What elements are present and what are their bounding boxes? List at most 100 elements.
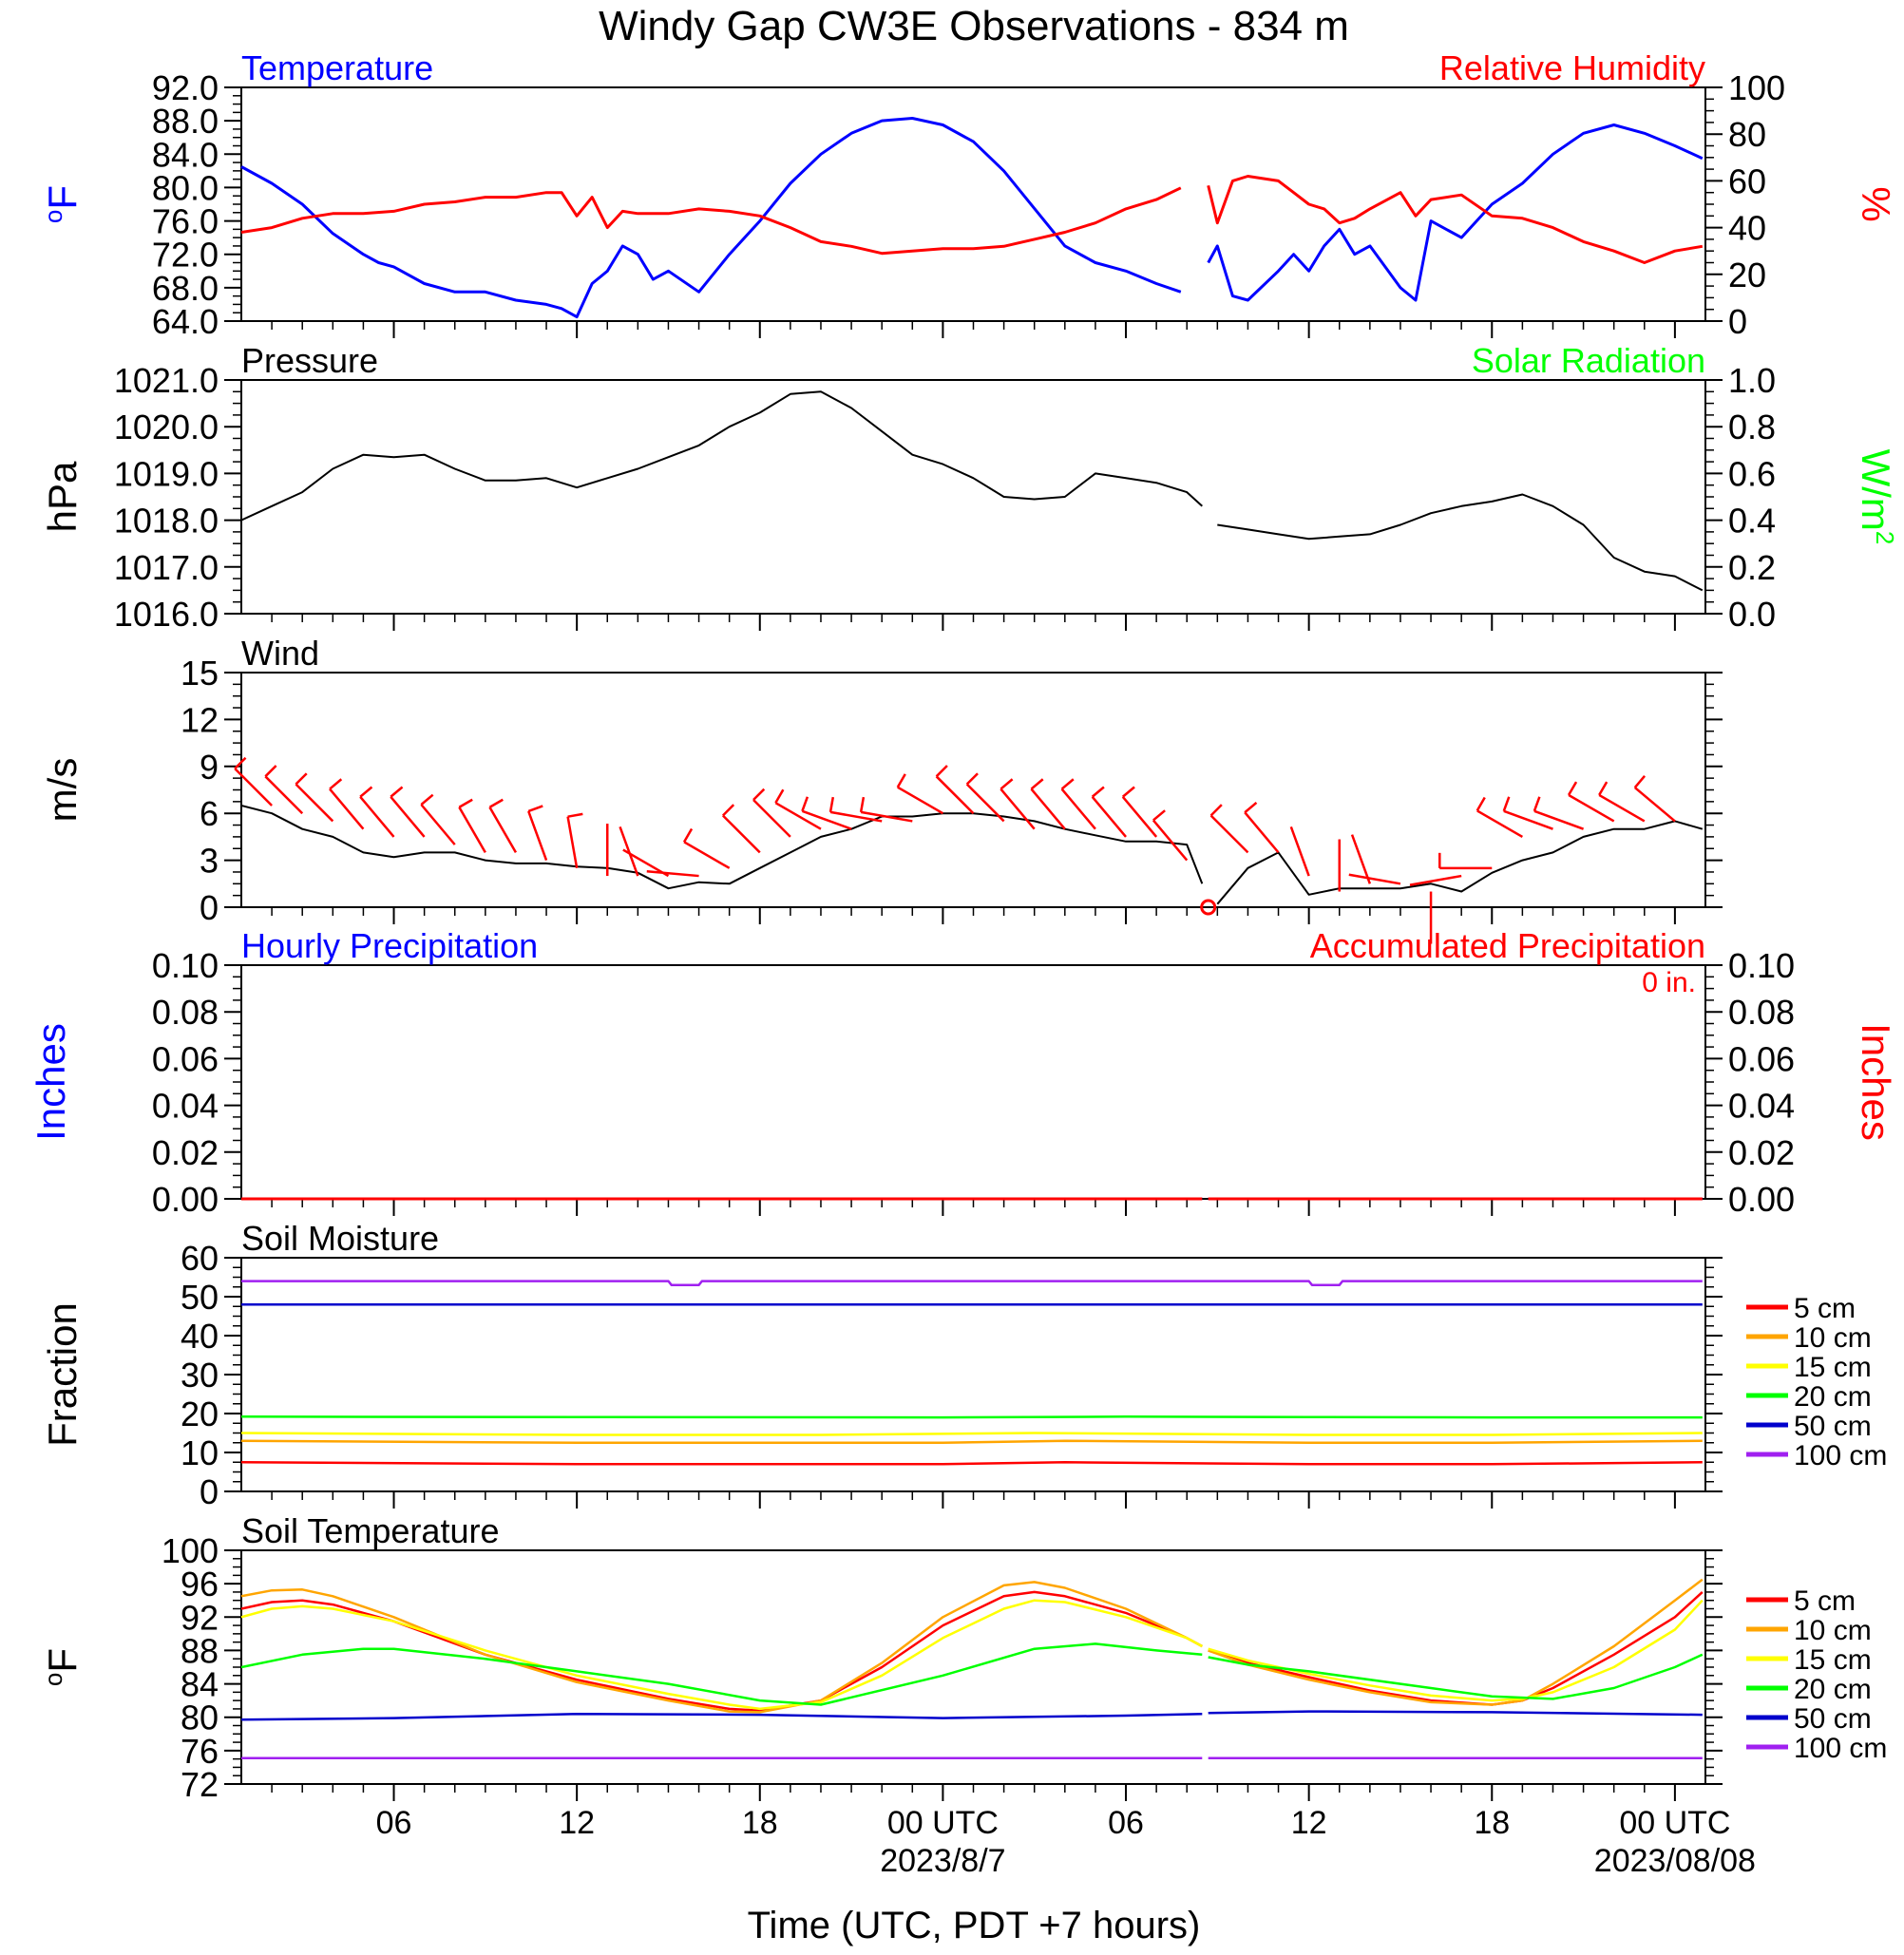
wind-barb [935,765,975,815]
y-right-tick-label: 0.08 [1728,993,1795,1032]
wind-barb-flag [1152,809,1166,822]
wind-barb [1502,796,1553,830]
wind-barb [752,788,791,838]
y-axis-label-right: Inches [1854,1023,1898,1141]
wind-barb-flag [965,772,979,786]
wind-barb [1289,826,1310,877]
y-right-tick-label: 1.0 [1728,361,1776,400]
wind-barb-flag [1030,778,1044,790]
wind-barb-flag [1533,796,1541,812]
wind-barb-staff [646,870,699,878]
y-tick-label: 15 [181,654,219,693]
series-line [240,805,1704,905]
y-tick-label: 0 [200,888,219,927]
wind-barb [859,796,913,823]
wind-barb [458,798,486,853]
wind-barb [1030,778,1066,830]
x-date-label: 2023/08/08 [1594,1843,1756,1879]
y-tick-label: 1021.0 [114,361,219,400]
wind-barb-staff [1091,795,1127,838]
wind-barb-staff [264,775,304,815]
wind-barb [1409,874,1462,886]
panel-title: Soil Temperature [241,1511,499,1550]
wind-barb-staff [1030,788,1066,830]
y-tick-label: 6 [200,794,219,833]
wind-barb [420,793,456,845]
wind-barb [1476,796,1524,838]
wind-barb-staff [801,809,852,830]
wind-barb-staff [566,816,579,869]
x-tick-label: 12 [1291,1805,1327,1841]
wind-barb-staff [1568,793,1615,823]
y-axis-label-right: % [1854,186,1898,221]
y-tick-label: 100 [162,1531,219,1570]
x-tick-label: 00 UTC [1619,1805,1730,1841]
y-right-tick-label: 0 [1728,302,1747,341]
wind-barb-staff [488,807,518,853]
panel-frame [240,1257,1706,1492]
y-right-tick-label: 0.04 [1728,1087,1795,1126]
wind-barb-flag [1633,775,1647,788]
wind-barb-staff [1209,814,1249,854]
legend-label: 50 cm [1794,1411,1872,1442]
x-tick-label: 06 [376,1805,412,1841]
y-right-tick-label: 0.00 [1728,1180,1795,1219]
legend-label: 100 cm [1794,1733,1887,1764]
wind-barb-flag [264,765,277,778]
wind-barb-staff [1244,811,1280,854]
wind-barb-flag [896,773,906,788]
y-tick-label: 12 [181,700,219,739]
wind-barb-flag [390,786,404,798]
wind-barb-staff [683,841,731,869]
panel-title-right: Accumulated Precipitation [1310,926,1705,965]
chart-title: Windy Gap CW3E Observations - 834 m [599,3,1349,49]
y-axis-label: oF [39,185,85,223]
series-line [240,1578,1704,1714]
wind-barb-staff [329,788,365,830]
y-axis-label: oF [39,1648,85,1686]
y-axis-label-right: W/m2 [1854,449,1899,545]
wind-barb-staff [527,810,548,862]
wind-barb-staff [774,802,822,830]
y-tick-label: 92 [181,1598,219,1637]
y-axis-label: hPa [40,461,85,532]
wind-barb-flag [1060,778,1075,790]
y-tick-label: 1017.0 [114,548,219,587]
y-tick-label: 60 [181,1239,219,1278]
y-right-tick-label: 0.10 [1728,946,1795,985]
wind-barb-flag [359,786,373,798]
wind-barb-flag [1502,796,1511,812]
wind-barb [801,796,852,830]
wind-barb [390,786,426,838]
wind-barb-staff [359,795,395,838]
y-right-tick-label: 0.8 [1728,408,1776,446]
x-tick-label: 18 [1474,1805,1510,1841]
y-tick-label: 72 [181,1765,219,1804]
wind-barb-staff [1476,809,1524,838]
wind-barb-flag [682,827,694,843]
wind-barb-staff [1533,809,1585,830]
y-tick-label: 0.10 [152,946,219,985]
wind-barb-staff [829,810,883,823]
x-tick-label: 18 [742,1805,778,1841]
y-tick-label: 1016.0 [114,595,219,634]
series-line [240,1461,1703,1466]
wind-barb [1091,786,1127,838]
wind-barb-staff [721,814,761,854]
wind-barb-flag [1567,781,1578,796]
wind-barb-flag [1091,786,1105,798]
wind-barb [646,870,699,878]
wind-barb-flag [488,798,504,808]
y-tick-label: 0 [200,1472,219,1511]
y-tick-label: 3 [200,842,219,881]
wind-barb-flag [1121,786,1135,798]
legend-label: 5 cm [1794,1585,1856,1617]
panel-frame [240,86,1706,322]
legend-label: 10 cm [1794,1322,1872,1354]
y-tick-label: 40 [181,1317,219,1356]
panel-title: Hourly Precipitation [241,926,538,965]
wind-barb-flag [935,765,948,778]
wind-barb-flag [774,788,785,804]
wind-barb-flag [859,796,866,813]
